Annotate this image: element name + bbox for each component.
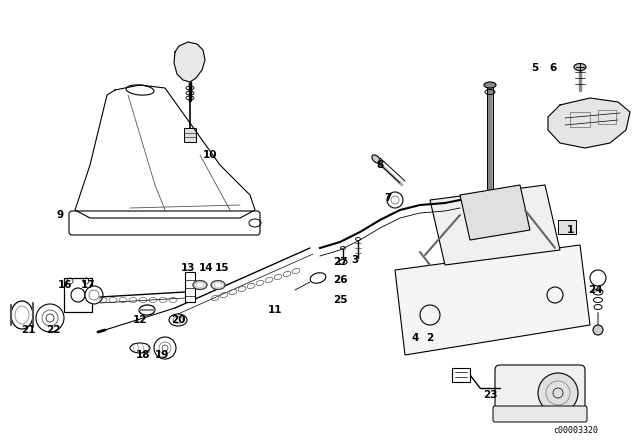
Text: 19: 19 <box>155 350 169 360</box>
Ellipse shape <box>139 305 155 315</box>
Text: 2: 2 <box>426 333 434 343</box>
Bar <box>184 128 196 142</box>
Ellipse shape <box>193 280 207 289</box>
Ellipse shape <box>169 314 187 326</box>
Bar <box>598 110 616 124</box>
Text: 26: 26 <box>333 275 348 285</box>
Ellipse shape <box>574 64 586 70</box>
FancyBboxPatch shape <box>493 406 587 422</box>
Polygon shape <box>548 98 630 148</box>
Circle shape <box>387 192 403 208</box>
Text: 18: 18 <box>136 350 150 360</box>
Polygon shape <box>174 42 205 82</box>
Ellipse shape <box>11 301 33 329</box>
Ellipse shape <box>484 82 496 88</box>
Text: 21: 21 <box>20 325 35 335</box>
Text: 7: 7 <box>384 193 392 203</box>
Text: 9: 9 <box>56 210 63 220</box>
Circle shape <box>154 337 176 359</box>
Text: 14: 14 <box>198 263 213 273</box>
Circle shape <box>36 304 64 332</box>
Circle shape <box>593 325 603 335</box>
Circle shape <box>538 373 578 413</box>
Ellipse shape <box>211 280 225 289</box>
Text: 1: 1 <box>566 225 573 235</box>
Polygon shape <box>75 85 255 218</box>
Text: 3: 3 <box>351 255 358 265</box>
Text: 23: 23 <box>483 390 497 400</box>
Bar <box>185 272 195 302</box>
Circle shape <box>590 270 606 286</box>
Text: 25: 25 <box>333 295 348 305</box>
Text: 24: 24 <box>588 285 602 295</box>
Circle shape <box>85 286 103 304</box>
Text: 13: 13 <box>180 263 195 273</box>
Text: 5: 5 <box>531 63 539 73</box>
Polygon shape <box>395 245 590 355</box>
Ellipse shape <box>130 343 150 353</box>
Polygon shape <box>460 185 530 240</box>
Bar <box>452 368 470 382</box>
Text: 11: 11 <box>268 305 282 315</box>
Bar <box>181 52 195 70</box>
Text: 4: 4 <box>412 333 419 343</box>
Text: 8: 8 <box>376 160 383 170</box>
Ellipse shape <box>480 195 500 205</box>
Text: 15: 15 <box>215 263 229 273</box>
FancyBboxPatch shape <box>495 365 585 420</box>
Text: 16: 16 <box>58 280 72 290</box>
Bar <box>64 278 92 312</box>
Bar <box>558 220 576 234</box>
Text: 10: 10 <box>203 150 217 160</box>
Ellipse shape <box>372 155 380 163</box>
Text: 27: 27 <box>333 257 348 267</box>
Text: c00003320: c00003320 <box>553 426 598 435</box>
Text: 22: 22 <box>45 325 60 335</box>
Polygon shape <box>430 185 560 265</box>
Text: 17: 17 <box>81 280 95 290</box>
Text: 6: 6 <box>549 63 557 73</box>
Text: 20: 20 <box>171 315 185 325</box>
Bar <box>570 112 590 127</box>
Text: 12: 12 <box>132 315 147 325</box>
